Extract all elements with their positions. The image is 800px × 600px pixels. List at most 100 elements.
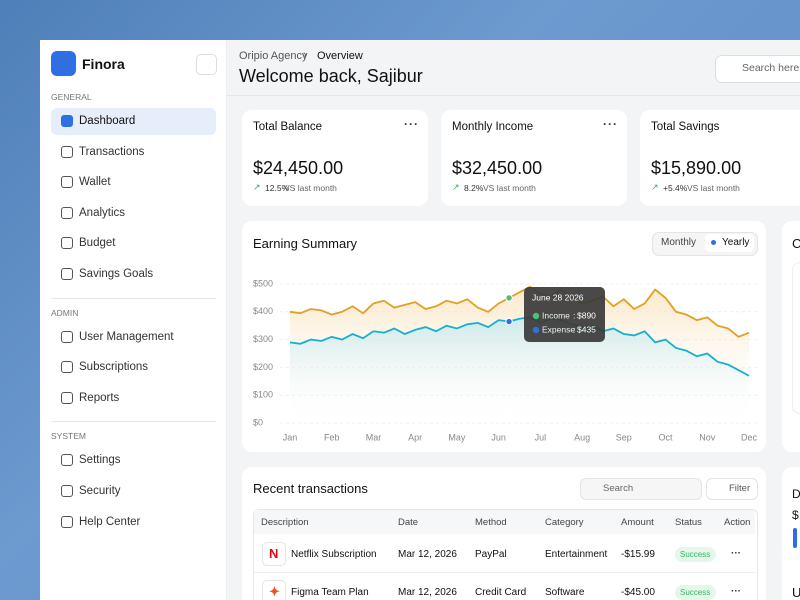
nav-icon bbox=[61, 361, 73, 374]
cell: Netflix Subscription bbox=[291, 549, 377, 560]
series-line bbox=[289, 316, 750, 377]
toggle-active bbox=[705, 234, 754, 252]
x-tick-label: Aug bbox=[574, 432, 590, 442]
cell: Credit Card bbox=[475, 587, 527, 598]
x-tick-label: Oct bbox=[659, 432, 674, 442]
toggle-option[interactable]: Yearly bbox=[722, 237, 750, 248]
nav-icon bbox=[61, 454, 73, 467]
nav-icon bbox=[61, 515, 73, 528]
cell: Software bbox=[545, 587, 585, 598]
panel-title: U bbox=[792, 585, 800, 600]
column-header: Method bbox=[475, 517, 507, 528]
stat-card bbox=[242, 110, 428, 206]
card-change: 12.5% bbox=[265, 183, 290, 193]
nav-item[interactable]: Wallet bbox=[79, 176, 111, 189]
search-box[interactable] bbox=[715, 55, 800, 83]
column-header: Category bbox=[545, 517, 584, 528]
section-label: GENERAL bbox=[51, 92, 92, 102]
y-tick-label: $200 bbox=[253, 362, 273, 372]
panel-bar bbox=[793, 528, 797, 548]
card-change: +5.4% bbox=[663, 183, 688, 193]
section-label: SYSTEM bbox=[51, 431, 86, 442]
row-logo bbox=[262, 580, 286, 600]
table-search[interactable] bbox=[580, 478, 702, 500]
hover-point bbox=[505, 317, 513, 326]
series-line bbox=[289, 285, 750, 338]
nav-active bbox=[51, 108, 216, 135]
x-tick-label: May bbox=[448, 432, 466, 442]
row-action[interactable]: ··· bbox=[731, 548, 741, 559]
x-tick-label: Mar bbox=[366, 432, 382, 442]
nav-item[interactable]: Budget bbox=[79, 237, 116, 250]
page-title: Welcome back, Sajibur bbox=[239, 66, 423, 86]
y-tick-label: $500 bbox=[253, 278, 273, 288]
cell: Entertainment bbox=[545, 549, 608, 560]
x-tick-label: Jul bbox=[535, 432, 547, 442]
trend-icon: ↗ bbox=[651, 182, 659, 192]
cell: Figma Team Plan bbox=[291, 587, 369, 598]
cell: -$15.99 bbox=[621, 549, 655, 560]
y-tick-label: $0 bbox=[253, 417, 263, 427]
breadcrumb[interactable]: Overview bbox=[317, 50, 363, 62]
tooltip-title: June 28 2026 bbox=[532, 292, 584, 302]
legend-dot bbox=[532, 326, 540, 334]
x-tick-label: Apr bbox=[408, 432, 422, 442]
more-button[interactable]: ··· bbox=[404, 117, 419, 131]
divider bbox=[51, 297, 216, 299]
logo bbox=[51, 51, 76, 76]
x-tick-label: Dec bbox=[741, 432, 758, 442]
cell: Mar 12, 2026 bbox=[398, 587, 457, 598]
side-panel bbox=[782, 467, 800, 600]
status-badge bbox=[675, 547, 716, 562]
card-note: VS last month bbox=[483, 183, 536, 193]
chart-title: Earning Summary bbox=[253, 236, 358, 251]
tooltip-sep: : bbox=[573, 310, 575, 320]
section-label: ADMIN bbox=[51, 307, 79, 318]
area bbox=[290, 317, 749, 423]
column-header: Description bbox=[261, 517, 309, 528]
nav-icon bbox=[61, 485, 73, 497]
stat-card bbox=[640, 110, 800, 206]
card-note: VS last month bbox=[284, 183, 337, 193]
panel-box bbox=[792, 262, 800, 414]
collapse-button[interactable] bbox=[196, 54, 217, 75]
toggle-option[interactable]: Monthly bbox=[661, 237, 697, 248]
x-tick-label: Nov bbox=[699, 432, 716, 442]
nav-item[interactable]: User Management bbox=[79, 330, 174, 343]
legend-dot bbox=[532, 312, 540, 320]
breadcrumb-separator: › bbox=[303, 49, 307, 61]
brand: Finora bbox=[82, 56, 125, 72]
nav-item[interactable]: Security bbox=[79, 485, 121, 497]
card-title: Monthly Income bbox=[452, 121, 534, 133]
nav-item[interactable]: Reports bbox=[79, 391, 120, 404]
more-button[interactable]: ··· bbox=[603, 117, 618, 131]
nav-icon bbox=[61, 391, 73, 404]
x-tick-label: Jan bbox=[283, 432, 298, 442]
nav-item[interactable]: Subscriptions bbox=[79, 361, 149, 374]
hover-point bbox=[505, 294, 513, 302]
row-action[interactable]: ··· bbox=[731, 586, 741, 597]
nav-item[interactable]: Transactions bbox=[79, 145, 145, 158]
stat-card bbox=[441, 110, 627, 206]
filter-button[interactable] bbox=[706, 478, 758, 500]
nav-item[interactable]: Analytics bbox=[79, 206, 126, 219]
search-placeholder: Search bbox=[603, 483, 634, 494]
nav-item[interactable]: Savings Goals bbox=[79, 268, 154, 280]
divider bbox=[51, 421, 216, 423]
nav-item[interactable]: Settings bbox=[79, 454, 121, 467]
nav-icon bbox=[61, 115, 73, 127]
header-divider bbox=[226, 95, 800, 96]
panel-title: D bbox=[792, 487, 800, 501]
status-badge bbox=[675, 585, 716, 600]
card-change: 8.2% bbox=[464, 183, 484, 193]
card-note: VS last month bbox=[687, 183, 740, 193]
table-header bbox=[254, 510, 755, 534]
tooltip-sep: : bbox=[573, 324, 575, 334]
legend-label: Income bbox=[542, 310, 570, 320]
nav-item[interactable]: Dashboard bbox=[79, 115, 136, 127]
row-logo-mark: ✦ bbox=[269, 584, 280, 599]
row-logo bbox=[262, 542, 286, 566]
nav-item[interactable]: Help Center bbox=[79, 515, 141, 528]
